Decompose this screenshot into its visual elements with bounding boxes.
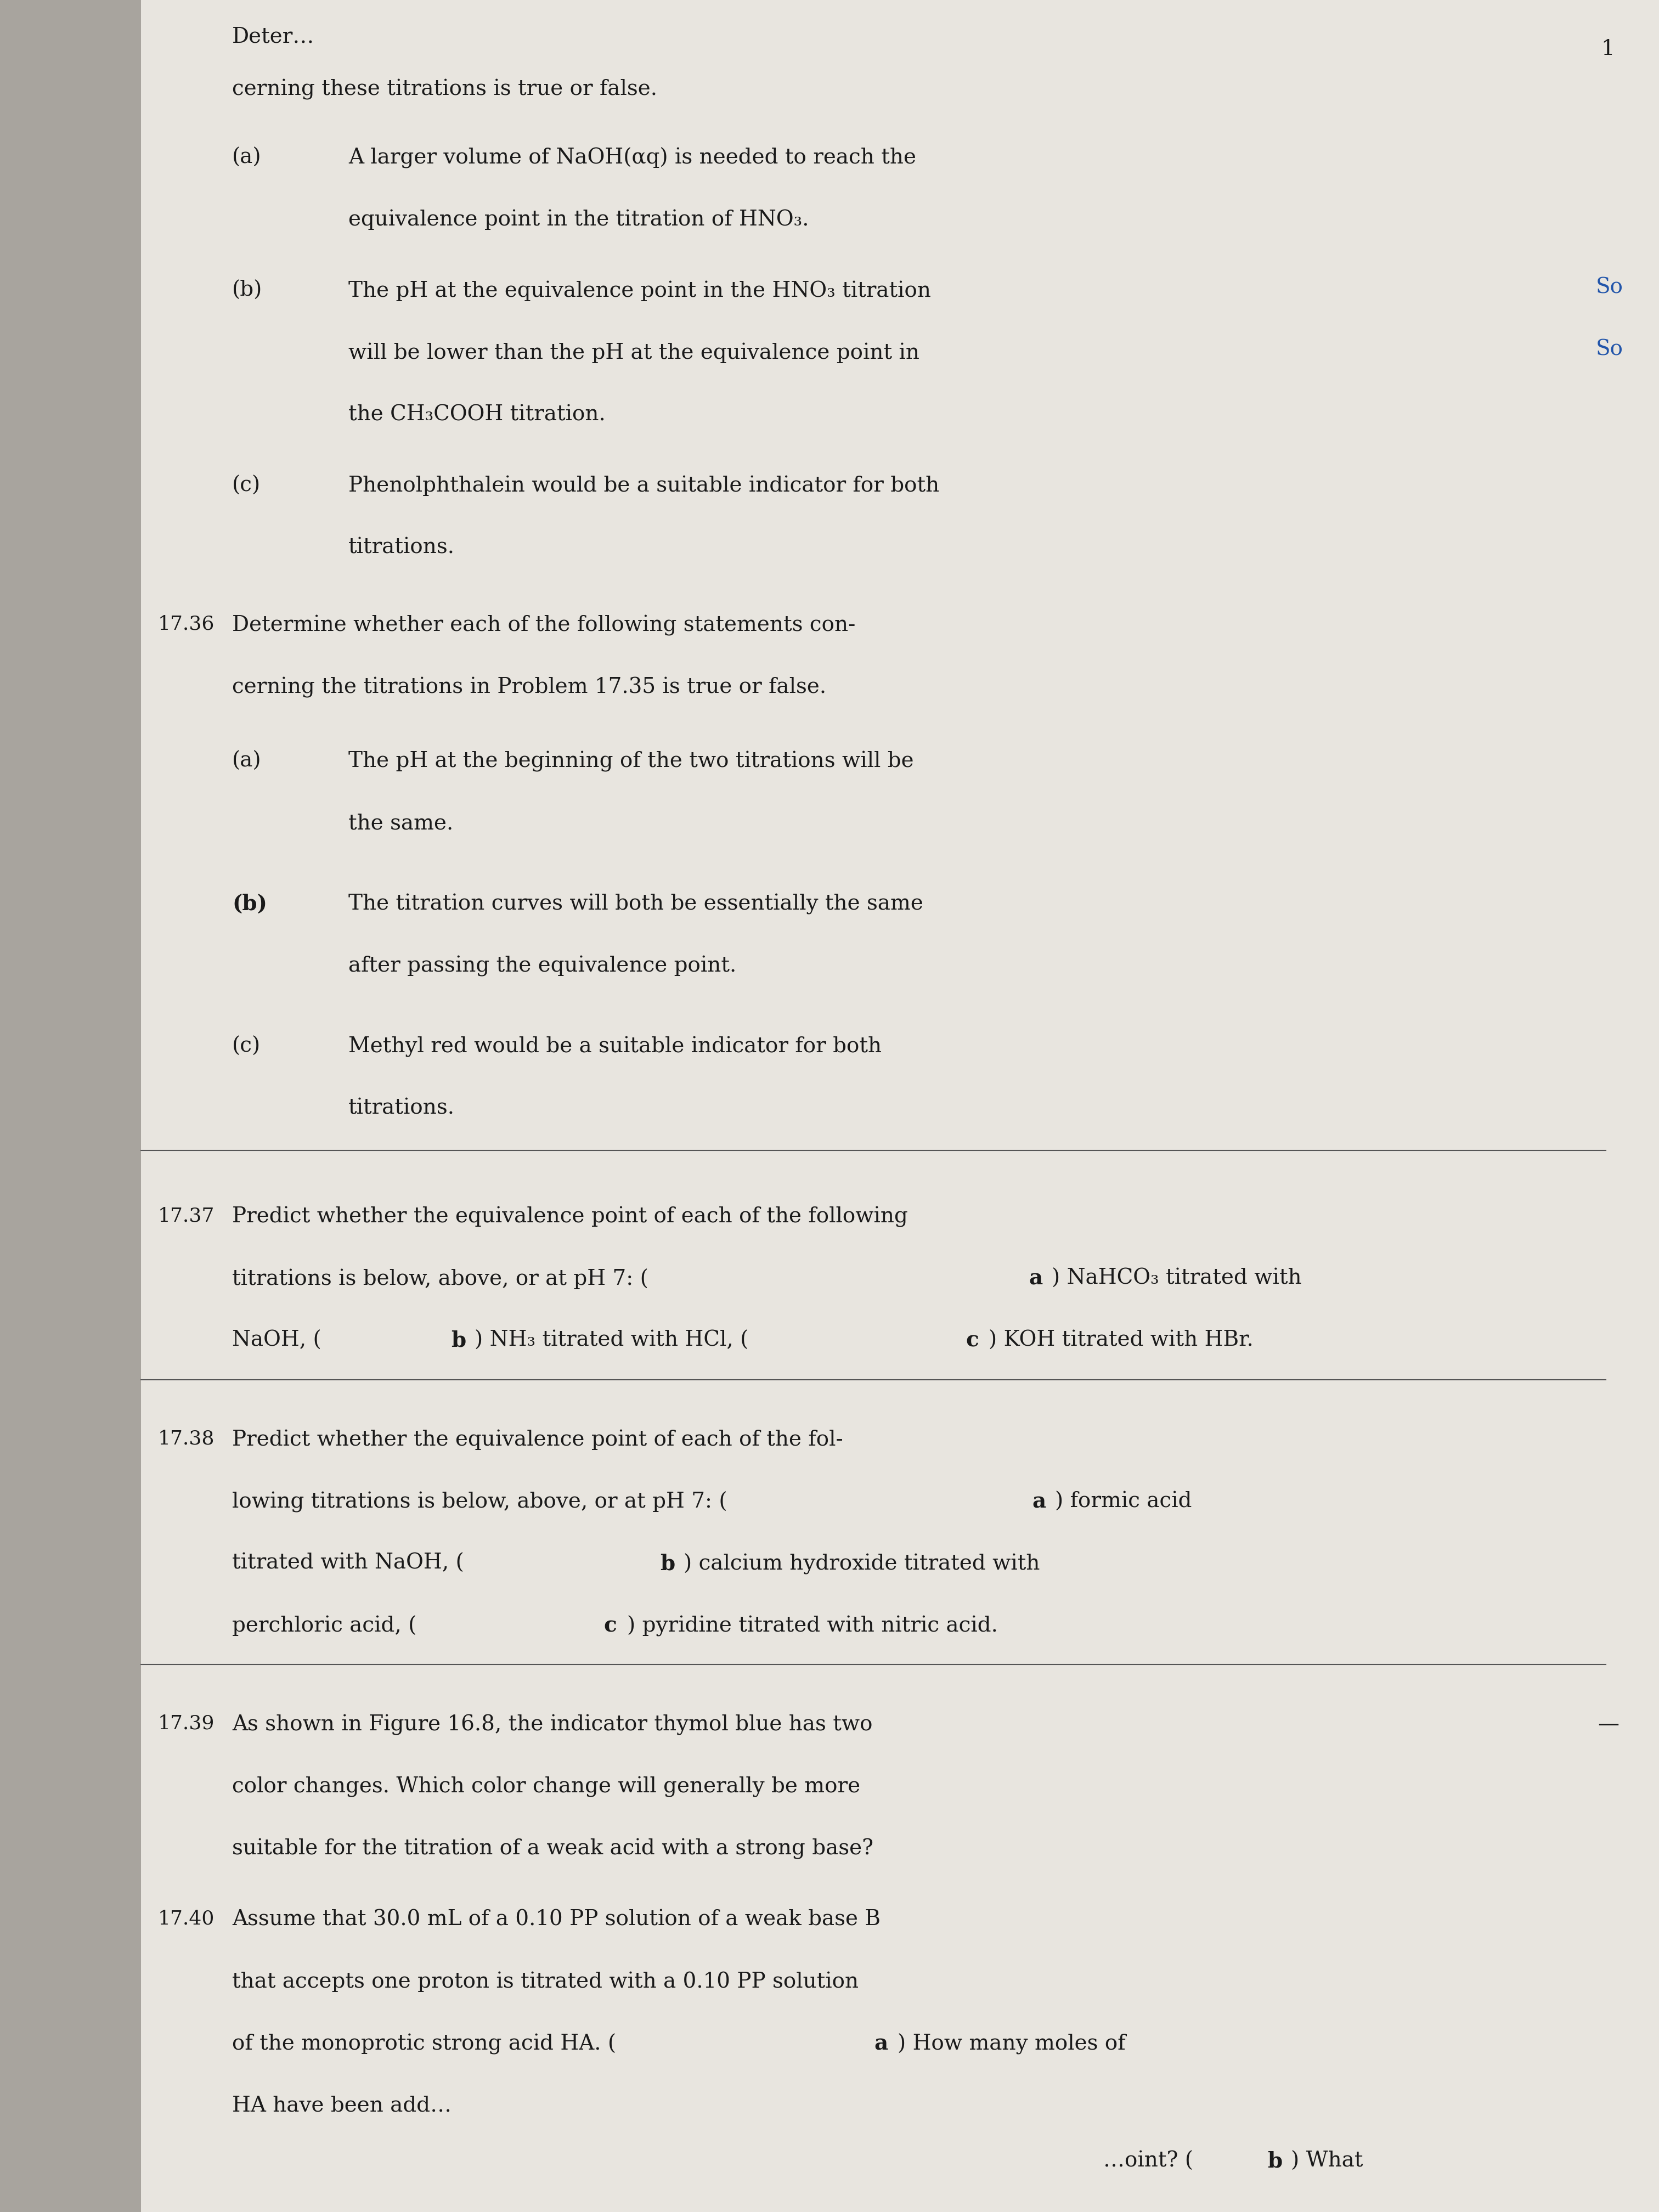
Text: ) pyridine titrated with nitric acid.: ) pyridine titrated with nitric acid. [627,1615,999,1637]
Text: ) NH₃ titrated with HCl, (: ) NH₃ titrated with HCl, ( [474,1329,748,1352]
Text: b: b [660,1553,675,1575]
Text: cerning these titrations is true or false.: cerning these titrations is true or fals… [232,80,657,100]
Text: 17.38: 17.38 [158,1429,214,1449]
Text: Predict whether the equivalence point of each of the fol-: Predict whether the equivalence point of… [232,1429,843,1451]
Text: (a): (a) [232,148,262,168]
Text: b: b [451,1329,466,1352]
Text: ) What: ) What [1291,2150,1362,2172]
Text: cerning the titrations in Problem 17.35 is true or false.: cerning the titrations in Problem 17.35 … [232,677,826,697]
Text: Phenolphthalein would be a suitable indicator for both: Phenolphthalein would be a suitable indi… [348,476,939,495]
Text: The pH at the equivalence point in the HNO₃ titration: The pH at the equivalence point in the H… [348,281,931,301]
Bar [0,0,141,2212]
Text: A larger volume of NaOH(αq) is needed to reach the: A larger volume of NaOH(αq) is needed to… [348,148,916,168]
Text: ) How many moles of: ) How many moles of [898,2033,1125,2055]
Text: ) calcium hydroxide titrated with: ) calcium hydroxide titrated with [684,1553,1040,1575]
Text: So: So [1596,276,1624,299]
Text: Predict whether the equivalence point of each of the following: Predict whether the equivalence point of… [232,1206,907,1228]
Text: of the monoprotic strong acid HA. (: of the monoprotic strong acid HA. ( [232,2033,617,2055]
Text: a: a [1029,1267,1042,1290]
Text: HA have been add…: HA have been add… [232,2095,451,2115]
Text: The pH at the beginning of the two titrations will be: The pH at the beginning of the two titra… [348,752,914,772]
Text: ) formic acid: ) formic acid [1055,1491,1193,1511]
Text: the same.: the same. [348,814,453,834]
Text: titrations.: titrations. [348,1097,455,1119]
Text: The titration curves will both be essentially the same: The titration curves will both be essent… [348,894,924,914]
Text: ) NaHCO₃ titrated with: ) NaHCO₃ titrated with [1052,1267,1302,1290]
Text: lowing titrations is below, above, or at pH 7: (: lowing titrations is below, above, or at… [232,1491,727,1513]
Text: 17.36: 17.36 [158,615,214,633]
Text: Methyl red would be a suitable indicator for both: Methyl red would be a suitable indicator… [348,1035,881,1057]
Text: NaOH, (: NaOH, ( [232,1329,322,1352]
Text: after passing the equivalence point.: after passing the equivalence point. [348,956,737,975]
Text: (c): (c) [232,1035,260,1057]
Text: —: — [1598,1714,1619,1734]
Text: Deter…: Deter… [232,27,315,46]
Text: c: c [966,1329,979,1352]
Text: …oint? (: …oint? ( [1103,2150,1193,2172]
Text: 17.40: 17.40 [158,1909,214,1929]
Text: (a): (a) [232,752,262,772]
Text: the CH₃COOH titration.: the CH₃COOH titration. [348,405,606,425]
Text: titrations is below, above, or at pH 7: (: titrations is below, above, or at pH 7: … [232,1267,649,1290]
Text: ) KOH titrated with HBr.: ) KOH titrated with HBr. [989,1329,1254,1352]
Text: b: b [1267,2150,1282,2172]
Text: As shown in Figure 16.8, the indicator thymol blue has two: As shown in Figure 16.8, the indicator t… [232,1714,873,1734]
Text: titrations.: titrations. [348,538,455,557]
Text: Assume that 30.0 mL of a 0.10 ΡΡ solution of a weak base B: Assume that 30.0 mL of a 0.10 ΡΡ solutio… [232,1909,881,1929]
Text: c: c [604,1615,617,1637]
Text: titrated with NaOH, (: titrated with NaOH, ( [232,1553,465,1573]
Text: suitable for the titration of a weak acid with a strong base?: suitable for the titration of a weak aci… [232,1838,874,1858]
Text: a: a [874,2033,888,2055]
Text: Determine whether each of the following statements con-: Determine whether each of the following … [232,615,856,635]
Text: (b): (b) [232,894,267,914]
Text: (c): (c) [232,476,260,495]
Text: color changes. Which color change will generally be more: color changes. Which color change will g… [232,1776,861,1796]
Text: equivalence point in the titration of HNO₃.: equivalence point in the titration of HN… [348,210,810,230]
Text: 17.37: 17.37 [158,1206,214,1225]
Text: So: So [1596,338,1624,361]
Text: will be lower than the pH at the equivalence point in: will be lower than the pH at the equival… [348,343,919,363]
Text: perchloric acid, (: perchloric acid, ( [232,1615,416,1637]
Text: that accepts one proton is titrated with a 0.10 ΡΡ solution: that accepts one proton is titrated with… [232,1971,859,1993]
Text: a: a [1032,1491,1045,1513]
Text: (b): (b) [232,281,262,301]
Text: 17.39: 17.39 [158,1714,214,1732]
Text: 1: 1 [1601,40,1614,60]
